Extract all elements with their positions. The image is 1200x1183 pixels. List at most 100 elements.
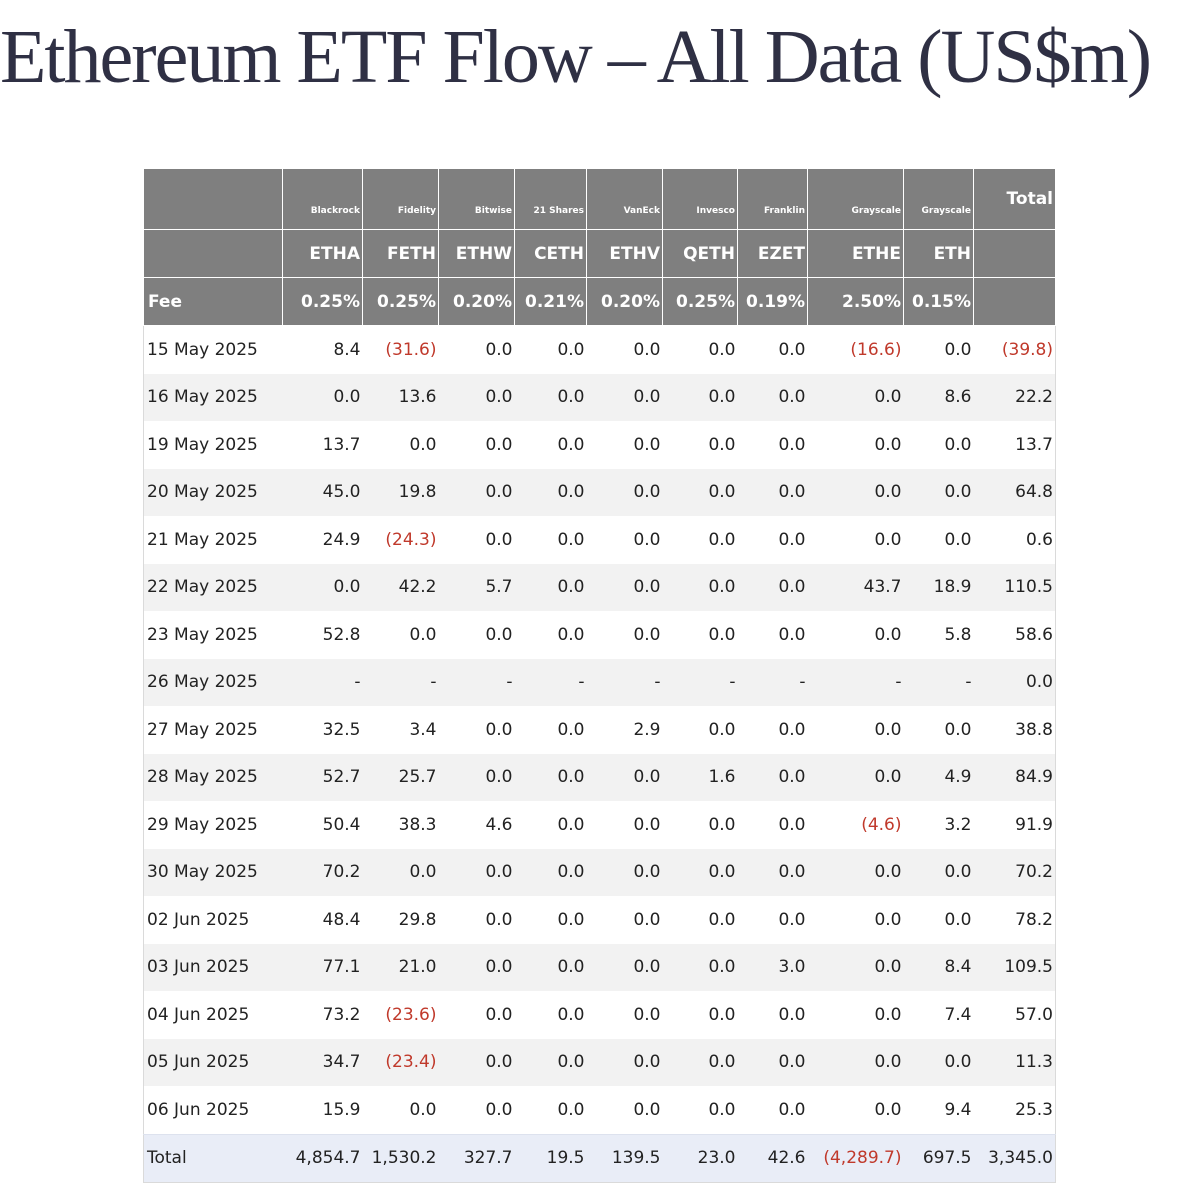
flow-value-cell: 5.7: [438, 563, 515, 611]
flow-value-cell: 0.0: [362, 848, 439, 896]
totals-label: Total: [143, 1133, 283, 1182]
flow-value-cell: 0.0: [807, 753, 904, 801]
issuer-header-ezet: Franklin: [737, 168, 808, 230]
flow-value-cell: 0.0: [807, 1086, 904, 1134]
column-total-cell: (4,289.7): [807, 1133, 904, 1182]
flow-value-cell: 0.0: [586, 611, 663, 659]
flow-value-cell: 50.4: [282, 801, 363, 849]
flow-value-cell: (23.6): [362, 991, 439, 1039]
flow-value-cell: 0.0: [903, 706, 974, 754]
flow-value-cell: (31.6): [362, 325, 439, 374]
flow-value-cell: 32.5: [282, 706, 363, 754]
flow-value-cell: 3.2: [903, 801, 974, 849]
flow-value-cell: 0.0: [737, 706, 808, 754]
date-cell: 20 May 2025: [143, 468, 283, 516]
table-row: 23 May 2025 52.8 0.0 0.0 0.0 0.0 0.0 0.0 0.0 5.8 5…: [143, 611, 1056, 659]
date-cell: 22 May 2025: [143, 563, 283, 611]
date-cell: 19 May 2025: [143, 421, 283, 469]
flow-value-cell: 0.0: [514, 325, 587, 374]
flow-value-cell: 0.0: [514, 611, 587, 659]
flow-value-cell: 0.0: [903, 1038, 974, 1086]
table-row: 26 May 2025- - - - - - - - -0.0: [143, 658, 1056, 706]
flow-value-cell: 0.0: [586, 848, 663, 896]
flow-value-cell: 0.0: [662, 991, 738, 1039]
flow-value-cell: 0.0: [662, 516, 738, 564]
date-cell: 29 May 2025: [143, 801, 283, 849]
issuer-header-ethw: Bitwise: [438, 168, 515, 230]
flow-value-cell: 0.0: [586, 801, 663, 849]
row-total-cell: 70.2: [973, 848, 1056, 896]
table-row: 20 May 2025 45.0 19.8 0.0 0.0 0.0 0.0 0.0 0.0 0.0…: [143, 468, 1056, 516]
flow-value-cell: 0.0: [662, 373, 738, 421]
table-row: 29 May 2025 50.4 38.3 4.6 0.0 0.0 0.0 0.0 (4.6) 3…: [143, 801, 1056, 849]
ticker-header-ethe: ETHE: [807, 229, 904, 278]
flow-value-cell: 0.0: [514, 753, 587, 801]
flow-value-cell: 9.4: [903, 1086, 974, 1134]
flow-value-cell: 0.0: [662, 1086, 738, 1134]
issuer-header-feth: Fidelity: [362, 168, 439, 230]
flow-value-cell: 0.0: [807, 421, 904, 469]
flow-value-cell: 0.0: [586, 991, 663, 1039]
flow-value-cell: 0.0: [438, 943, 515, 991]
fee-value-ethw: 0.20%: [438, 277, 515, 326]
totals-row: Total 4,854.7 1,530.2 327.7 19.5 139.5 23.0 42.…: [143, 1133, 1056, 1182]
flow-value-cell: 0.0: [807, 468, 904, 516]
flow-value-cell: 0.0: [438, 1086, 515, 1134]
flow-value-cell: 0.0: [807, 991, 904, 1039]
flow-value-cell: 0.0: [737, 563, 808, 611]
flow-value-cell: -: [662, 658, 738, 706]
ticker-header-ethw: ETHW: [438, 229, 515, 278]
flow-value-cell: 0.0: [807, 516, 904, 564]
flow-value-cell: 0.0: [662, 468, 738, 516]
flow-value-cell: 0.0: [807, 848, 904, 896]
flow-value-cell: 0.0: [514, 1038, 587, 1086]
flow-value-cell: 0.0: [903, 896, 974, 944]
flow-value-cell: 0.0: [438, 325, 515, 374]
table-row: 02 Jun 2025 48.4 29.8 0.0 0.0 0.0 0.0 0.0 0.0 0.0…: [143, 896, 1056, 944]
flow-value-cell: 19.8: [362, 468, 439, 516]
date-cell: 28 May 2025: [143, 753, 283, 801]
date-cell: 26 May 2025: [143, 658, 283, 706]
row-total-cell: 91.9: [973, 801, 1056, 849]
flow-value-cell: 0.0: [807, 1038, 904, 1086]
flow-value-cell: 0.0: [737, 325, 808, 374]
flow-value-cell: 43.7: [807, 563, 904, 611]
row-total-cell: 25.3: [973, 1086, 1056, 1134]
flow-value-cell: 0.0: [903, 848, 974, 896]
table-row: 22 May 2025 0.0 42.2 5.7 0.0 0.0 0.0 0.0 43.7 18.…: [143, 563, 1056, 611]
ticker-header-ceth: CETH: [514, 229, 587, 278]
flow-value-cell: 0.0: [438, 991, 515, 1039]
flow-value-cell: 70.2: [282, 848, 363, 896]
flow-value-cell: 0.0: [514, 373, 587, 421]
date-cell: 15 May 2025: [143, 325, 283, 374]
row-total-cell: 0.6: [973, 516, 1056, 564]
flow-value-cell: -: [737, 658, 808, 706]
flow-value-cell: 0.0: [514, 943, 587, 991]
flow-value-cell: 0.0: [737, 373, 808, 421]
fee-value-ezet: 0.19%: [737, 277, 808, 326]
row-total-cell: 84.9: [973, 753, 1056, 801]
flow-value-cell: 0.0: [514, 706, 587, 754]
flow-value-cell: 0.0: [586, 421, 663, 469]
table-row: 04 Jun 2025 73.2 (23.6) 0.0 0.0 0.0 0.0 0.0 0.0 7…: [143, 991, 1056, 1039]
column-total-cell: 1,530.2: [362, 1133, 439, 1182]
issuer-header-etha: Blackrock: [282, 168, 363, 230]
flow-value-cell: 3.0: [737, 943, 808, 991]
table-row: 06 Jun 2025 15.9 0.0 0.0 0.0 0.0 0.0 0.0 0.0 9.4 2…: [143, 1086, 1056, 1134]
flow-value-cell: 52.8: [282, 611, 363, 659]
flow-value-cell: 0.0: [514, 801, 587, 849]
flow-value-cell: 3.4: [362, 706, 439, 754]
issuer-header-row: Blackrock Fidelity Bitwise 21 Shares VanEck I…: [143, 168, 1056, 230]
column-total-cell: 139.5: [586, 1133, 663, 1182]
issuer-header-ethe: Grayscale: [807, 168, 904, 230]
grand-total-cell: 3,345.0: [973, 1133, 1056, 1182]
flow-value-cell: 73.2: [282, 991, 363, 1039]
fee-value-etha: 0.25%: [282, 277, 363, 326]
fee-value-qeth: 0.25%: [662, 277, 738, 326]
ticker-header-eth: ETH: [903, 229, 974, 278]
flow-value-cell: 0.0: [807, 896, 904, 944]
flow-value-cell: 42.2: [362, 563, 439, 611]
flow-value-cell: -: [807, 658, 904, 706]
flow-value-cell: 0.0: [438, 516, 515, 564]
flow-value-cell: 0.0: [662, 563, 738, 611]
